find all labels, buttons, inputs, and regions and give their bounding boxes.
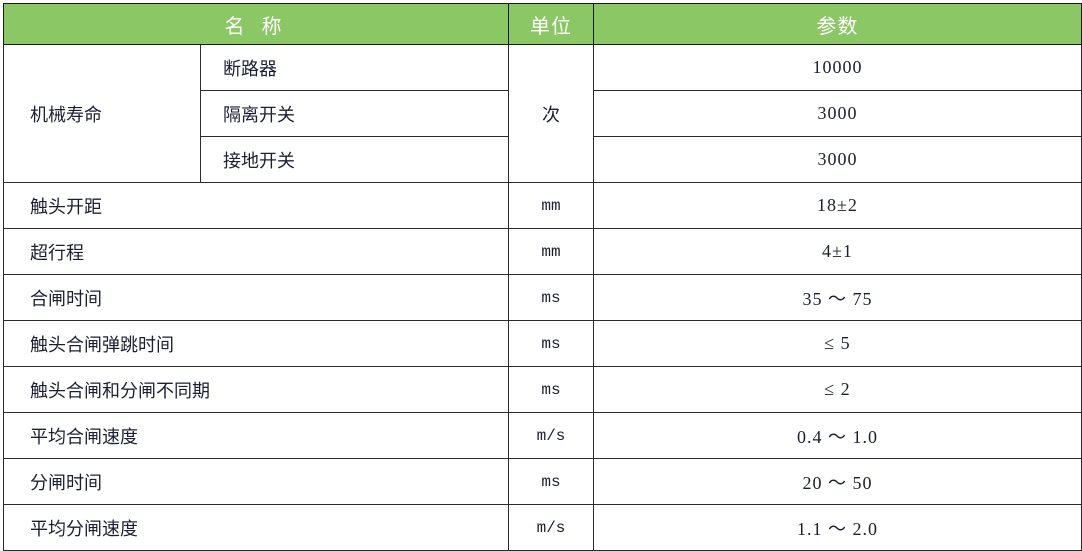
row-param: 4±1	[593, 228, 1082, 275]
row-unit: ms	[508, 274, 594, 321]
row-unit: m/s	[508, 412, 594, 459]
header-row: 名 称 单位 参数	[3, 3, 1082, 45]
row-param: 20 ～ 50	[593, 458, 1082, 505]
table-row: 平均分闸速度 m/s 1.1 ～ 2.0	[3, 504, 1082, 551]
row-group-unit: 次	[508, 44, 594, 183]
row-param: ≤ 5	[593, 320, 1082, 367]
table-row: 触头合闸和分闸不同期 ms ≤ 2	[3, 366, 1082, 413]
row-param: ≤ 2	[593, 366, 1082, 413]
row-unit: ms	[508, 366, 594, 413]
row-unit: m/s	[508, 504, 594, 551]
row-unit: ms	[508, 458, 594, 505]
row-param: 3000	[593, 90, 1082, 137]
table-row: 触头开距 mm 18±2	[3, 182, 1082, 229]
table-row: 隔离开关 3000	[4, 90, 1082, 137]
row-name: 平均合闸速度	[3, 412, 509, 459]
row-name: 平均分闸速度	[3, 504, 509, 551]
table-body: 机械寿命 断路器 次 10000 隔离开关 3000 接地开关 3000 触头开…	[3, 44, 1082, 551]
column-header-name: 名 称	[3, 3, 509, 45]
row-param: 10000	[593, 44, 1082, 91]
row-param: 18±2	[593, 182, 1082, 229]
table-row: 分闸时间 ms 20 ～ 50	[3, 458, 1082, 505]
row-param: 1.1 ～ 2.0	[593, 504, 1082, 551]
column-header-param: 参数	[593, 3, 1082, 45]
table-row: 超行程 mm 4±1	[3, 228, 1082, 275]
table-row: 平均合闸速度 m/s 0.4 ～ 1.0	[3, 412, 1082, 459]
row-name: 触头开距	[3, 182, 509, 229]
row-subname: 隔离开关	[200, 90, 509, 137]
table-row: 机械寿命 断路器 次 10000	[3, 44, 1082, 183]
row-param: 35 ～ 75	[593, 274, 1082, 321]
row-subname: 接地开关	[200, 136, 509, 183]
row-unit: ms	[508, 320, 594, 367]
table-row: 触头合闸弹跳时间 ms ≤ 5	[3, 320, 1082, 367]
table-header: 名 称 单位 参数	[3, 3, 1082, 45]
mechanical-specification-table: 名 称 单位 参数 机械寿命 断路器 次 10000 隔离开关 3000 接地开…	[3, 3, 1082, 551]
row-param: 0.4 ～ 1.0	[593, 412, 1082, 459]
row-name: 触头合闸弹跳时间	[3, 320, 509, 367]
row-subname: 断路器	[200, 44, 509, 91]
spec-table-sheet: 名 称 单位 参数 机械寿命 断路器 次 10000 隔离开关 3000 接地开…	[0, 3, 1082, 551]
table-row: 合闸时间 ms 35 ～ 75	[3, 274, 1082, 321]
table-row: 接地开关 3000	[4, 136, 1082, 183]
row-param: 3000	[593, 136, 1082, 183]
row-name: 合闸时间	[3, 274, 509, 321]
column-header-unit: 单位	[508, 3, 594, 45]
row-unit: mm	[508, 182, 594, 229]
row-name: 触头合闸和分闸不同期	[3, 366, 509, 413]
row-name: 分闸时间	[3, 458, 509, 505]
row-name: 超行程	[3, 228, 509, 275]
row-group-label-mechanical-life: 机械寿命	[3, 44, 201, 183]
row-unit: mm	[508, 228, 594, 275]
